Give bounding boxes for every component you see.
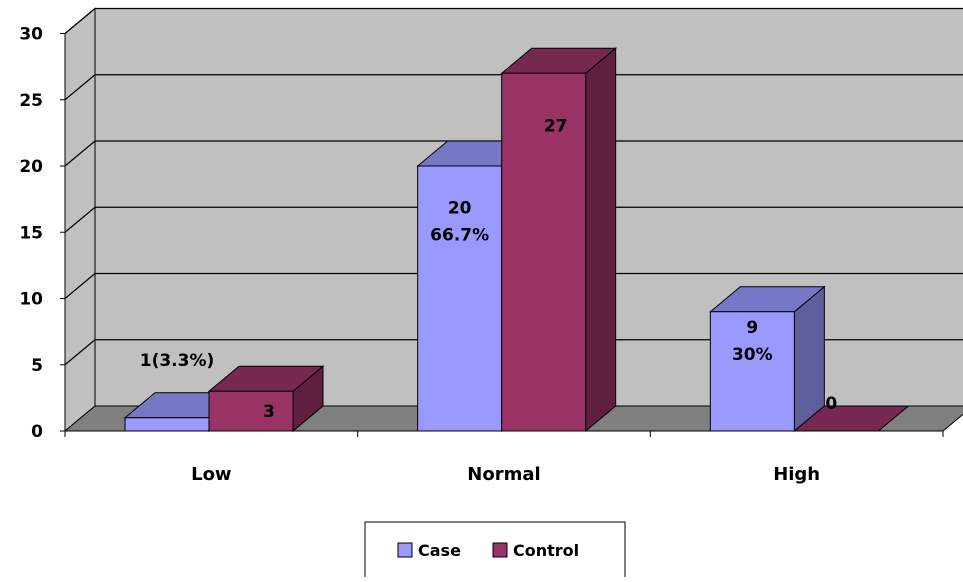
y-tick-label: 5 bbox=[31, 356, 43, 376]
gridline bbox=[64, 272, 963, 299]
y-tick-label: 10 bbox=[19, 290, 43, 310]
data-label: 9 30% bbox=[732, 318, 773, 365]
legend: Case Control bbox=[364, 521, 626, 582]
bar-side bbox=[585, 47, 617, 433]
x-tick-label: Normal bbox=[467, 464, 540, 485]
y-tick-label: 30 bbox=[19, 25, 43, 45]
gridlines bbox=[64, 7, 963, 366]
bar-top bbox=[792, 405, 910, 432]
bar-front bbox=[208, 390, 294, 432]
legend-swatch-case bbox=[397, 542, 413, 558]
y-tick-label: 15 bbox=[19, 223, 43, 243]
data-label: 3 bbox=[263, 402, 275, 422]
gridline bbox=[64, 206, 963, 233]
bar-control-high bbox=[792, 405, 910, 432]
x-tick-label: High bbox=[773, 464, 820, 485]
bar-front bbox=[709, 311, 795, 432]
legend-swatch-control bbox=[492, 542, 508, 558]
gridline bbox=[64, 74, 963, 101]
gridline bbox=[64, 140, 963, 167]
bar-control-normal bbox=[500, 47, 618, 433]
data-label: 20 66.7% bbox=[430, 199, 489, 246]
bar-case-high bbox=[708, 285, 826, 433]
y-tick-label: 25 bbox=[19, 91, 43, 111]
gridline bbox=[64, 339, 963, 366]
bar-front bbox=[417, 165, 503, 432]
data-label: 1(3.3%) bbox=[140, 351, 215, 371]
bar-front bbox=[124, 417, 210, 432]
y-tick-label: 0 bbox=[31, 422, 43, 442]
bar-front bbox=[501, 72, 587, 432]
data-label: 27 bbox=[544, 116, 568, 136]
x-axis: Low Normal High bbox=[64, 430, 944, 485]
bars bbox=[123, 47, 910, 433]
x-tick-label: Low bbox=[191, 464, 231, 485]
y-tick-label: 20 bbox=[19, 157, 43, 177]
data-labels: 1(3.3%) 3 20 66.7% 27 9 30% 0 bbox=[140, 116, 838, 422]
legend-label-control: Control bbox=[513, 541, 579, 560]
bar-control-low bbox=[207, 365, 325, 433]
data-label: 0 bbox=[825, 394, 837, 414]
y-axis: 0 5 10 15 20 25 30 bbox=[19, 25, 66, 442]
gridline bbox=[64, 7, 963, 34]
legend-label-case: Case bbox=[418, 541, 461, 560]
